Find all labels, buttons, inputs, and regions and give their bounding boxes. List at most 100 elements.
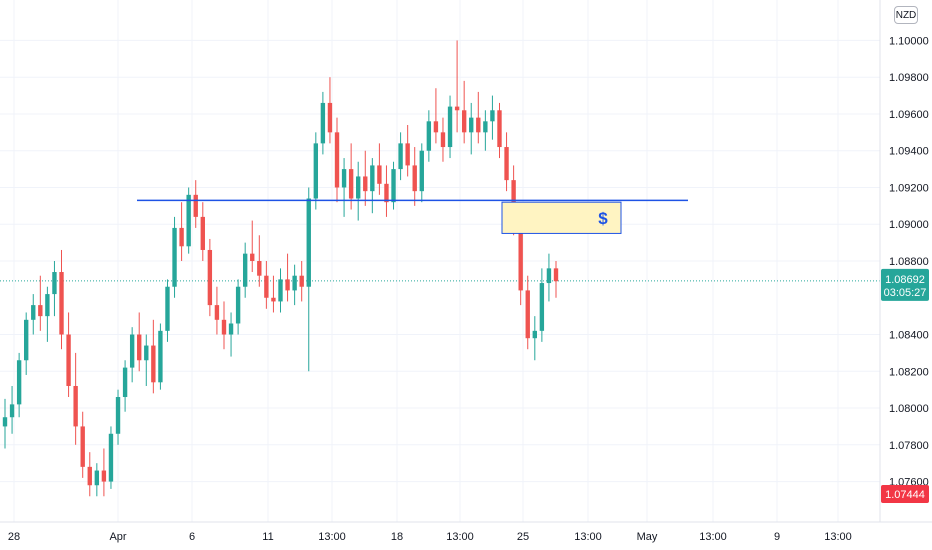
candle-body bbox=[129, 334, 135, 368]
candle bbox=[348, 143, 354, 210]
candle bbox=[356, 161, 361, 221]
candle bbox=[553, 261, 559, 298]
candle bbox=[377, 143, 382, 195]
candle-body bbox=[221, 319, 227, 335]
time-tick-label: 6 bbox=[189, 531, 195, 543]
candle bbox=[320, 91, 326, 155]
candle-body bbox=[539, 283, 545, 331]
candle bbox=[80, 411, 85, 478]
candle-body bbox=[426, 121, 432, 151]
candle-body bbox=[94, 470, 100, 486]
candle bbox=[264, 261, 269, 309]
low-price-badge bbox=[881, 485, 929, 503]
candle bbox=[151, 319, 156, 394]
candle bbox=[370, 158, 375, 214]
candle-body bbox=[73, 385, 78, 427]
chart-grid bbox=[0, 0, 880, 522]
candle-body bbox=[59, 272, 64, 335]
candle bbox=[66, 312, 71, 398]
candle bbox=[115, 389, 121, 445]
candle bbox=[483, 110, 488, 151]
candle-body bbox=[179, 227, 184, 247]
candle-body bbox=[278, 279, 283, 302]
price-tick-label: 1.07800 bbox=[889, 440, 929, 452]
candle-body bbox=[356, 176, 361, 199]
candle-body bbox=[101, 470, 107, 482]
candle bbox=[228, 312, 234, 357]
candle bbox=[179, 202, 184, 261]
candle-body bbox=[313, 143, 319, 199]
time-tick-label: 25 bbox=[517, 531, 529, 543]
candle bbox=[398, 132, 403, 181]
price-tick-label: 1.09600 bbox=[889, 109, 929, 121]
currency-badge[interactable]: NZD bbox=[894, 6, 918, 24]
candle bbox=[278, 268, 283, 313]
candle bbox=[405, 124, 410, 177]
candle-body bbox=[87, 466, 92, 486]
candle-body bbox=[440, 132, 446, 148]
candle-body bbox=[504, 147, 509, 181]
candle bbox=[285, 253, 290, 302]
candle bbox=[461, 80, 467, 144]
candle bbox=[334, 117, 340, 203]
candle bbox=[137, 312, 142, 372]
candle bbox=[2, 398, 8, 449]
time-tick-label: Apr bbox=[109, 531, 126, 543]
candle-body bbox=[264, 275, 269, 298]
candle-body bbox=[461, 110, 467, 133]
candlestick-series bbox=[2, 40, 559, 497]
candle-body bbox=[52, 272, 57, 295]
candle-body bbox=[228, 323, 234, 335]
candle bbox=[108, 426, 114, 489]
candle-body bbox=[151, 345, 156, 383]
candle-body bbox=[398, 143, 403, 170]
candle bbox=[45, 286, 50, 342]
candle-body bbox=[80, 426, 85, 467]
candle bbox=[440, 117, 446, 162]
candle-body bbox=[320, 102, 326, 144]
time-tick-label: 13:00 bbox=[699, 531, 727, 543]
candle-body bbox=[518, 224, 523, 291]
candle-body bbox=[172, 227, 177, 287]
candle-body bbox=[299, 275, 304, 287]
candle-body bbox=[412, 165, 417, 192]
candle bbox=[313, 132, 319, 210]
candle bbox=[24, 312, 29, 375]
candle-body bbox=[553, 268, 559, 282]
candle bbox=[504, 132, 509, 192]
candle-body bbox=[165, 286, 170, 331]
candle bbox=[419, 143, 424, 203]
price-zone-box[interactable] bbox=[501, 201, 622, 234]
candle-body bbox=[447, 106, 453, 148]
price-tick-label: 1.09800 bbox=[889, 72, 929, 84]
candle bbox=[235, 279, 241, 335]
candle-body bbox=[242, 253, 248, 287]
time-tick-label: 13:00 bbox=[574, 531, 602, 543]
candle bbox=[214, 286, 220, 335]
candle-body bbox=[348, 169, 354, 199]
time-tick-label: 13:00 bbox=[824, 531, 852, 543]
zone-dollar-label: $ bbox=[598, 209, 608, 228]
candle bbox=[292, 264, 297, 306]
candle-body bbox=[108, 433, 114, 482]
price-axis-panel[interactable] bbox=[880, 0, 932, 522]
candle bbox=[242, 242, 248, 298]
candle bbox=[532, 316, 537, 361]
candle bbox=[38, 275, 43, 331]
time-axis: 28 Apr 6 11 13:00 18 13:00 25 13:00 May 13:00 9 13:0… bbox=[8, 531, 852, 543]
candle bbox=[16, 352, 22, 418]
price-tick-label: 1.08800 bbox=[889, 256, 929, 268]
low-price-label: 1.07444 bbox=[885, 489, 925, 501]
candle bbox=[412, 147, 417, 206]
candle bbox=[306, 187, 311, 372]
last-price-label: 1.08692 bbox=[885, 274, 925, 286]
candle-body bbox=[158, 330, 163, 383]
candle-body bbox=[31, 305, 36, 320]
candle-body bbox=[454, 106, 460, 111]
candle-body bbox=[186, 194, 191, 247]
candle-body bbox=[469, 117, 474, 133]
time-tick-label: 11 bbox=[262, 531, 273, 543]
chart-drawings: $ bbox=[137, 199, 688, 234]
